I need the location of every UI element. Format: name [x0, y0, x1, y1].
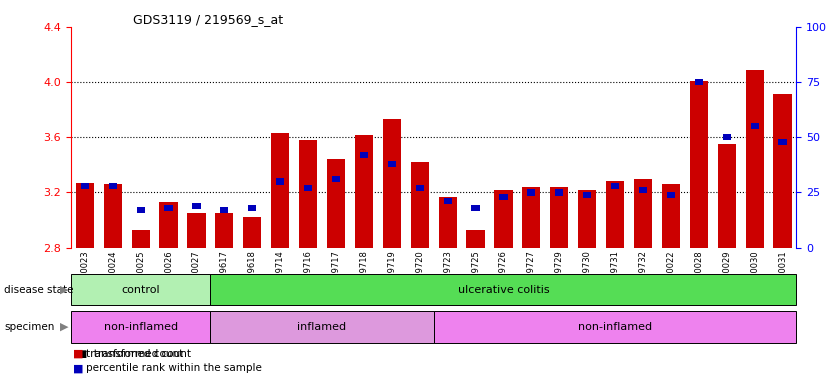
Bar — [71, 311, 210, 343]
Bar — [439, 197, 457, 248]
Bar — [778, 139, 786, 145]
Bar — [76, 183, 94, 248]
Bar — [81, 183, 89, 189]
Bar — [495, 190, 513, 248]
Bar — [434, 311, 796, 343]
Bar — [722, 134, 731, 141]
Bar — [244, 217, 261, 248]
Bar — [188, 213, 205, 248]
Bar — [103, 184, 122, 248]
Bar — [210, 274, 796, 305]
Bar — [164, 205, 173, 211]
Bar — [773, 94, 791, 248]
Bar — [137, 207, 145, 213]
Bar — [471, 205, 480, 211]
Bar — [583, 192, 591, 198]
Bar — [662, 184, 680, 248]
Text: ■: ■ — [73, 363, 83, 373]
Bar — [388, 161, 396, 167]
Bar — [215, 213, 234, 248]
Bar — [410, 162, 429, 248]
Bar — [299, 140, 317, 248]
Bar — [193, 203, 200, 209]
Text: disease state: disease state — [4, 285, 73, 295]
Bar — [555, 189, 563, 195]
Bar — [695, 79, 703, 85]
Text: ▶: ▶ — [60, 285, 68, 295]
Bar — [159, 202, 178, 248]
Bar — [578, 190, 596, 248]
Bar — [639, 187, 647, 194]
Bar — [444, 198, 452, 204]
Bar — [249, 205, 256, 211]
Bar — [359, 152, 368, 158]
Text: percentile rank within the sample: percentile rank within the sample — [86, 363, 262, 373]
Bar — [611, 183, 619, 189]
Bar — [332, 176, 340, 182]
Text: ■  transformed count: ■ transformed count — [71, 349, 191, 359]
Text: specimen: specimen — [4, 322, 54, 332]
Bar — [415, 185, 424, 191]
Bar — [500, 194, 508, 200]
Bar — [210, 311, 434, 343]
Bar — [304, 185, 312, 191]
Text: transformed count: transformed count — [86, 349, 183, 359]
Bar — [466, 230, 485, 248]
Text: ulcerative colitis: ulcerative colitis — [458, 285, 550, 295]
Text: control: control — [121, 285, 160, 295]
Bar — [354, 134, 373, 248]
Bar — [634, 179, 652, 248]
Text: inflamed: inflamed — [298, 322, 347, 332]
Bar — [71, 274, 210, 305]
Text: ■: ■ — [73, 349, 83, 359]
Bar — [751, 123, 759, 129]
Bar — [522, 187, 540, 248]
Bar — [746, 70, 764, 248]
Bar — [527, 189, 535, 195]
Text: non-inflamed: non-inflamed — [578, 322, 652, 332]
Text: ▶: ▶ — [60, 322, 68, 332]
Text: non-inflamed: non-inflamed — [103, 322, 178, 332]
Bar — [327, 159, 345, 248]
Bar — [383, 119, 401, 248]
Bar — [220, 207, 229, 213]
Bar — [132, 230, 150, 248]
Bar — [276, 178, 284, 185]
Bar — [108, 183, 117, 189]
Bar — [550, 187, 568, 248]
Bar — [717, 144, 736, 248]
Bar — [667, 192, 675, 198]
Bar — [606, 181, 624, 248]
Bar — [271, 133, 289, 248]
Text: GDS3119 / 219569_s_at: GDS3119 / 219569_s_at — [133, 13, 284, 26]
Bar — [690, 81, 708, 248]
